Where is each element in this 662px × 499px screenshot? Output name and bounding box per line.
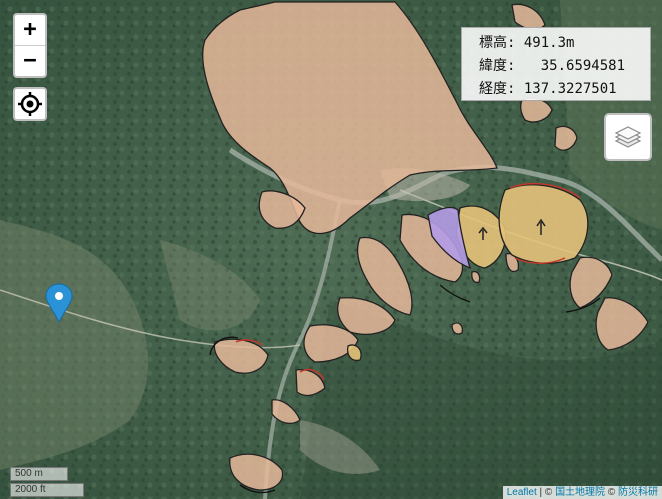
layers-icon	[614, 126, 642, 148]
landslide-purple[interactable]	[427, 206, 471, 270]
landslide-polygon[interactable]	[337, 297, 396, 335]
scale-imperial: 2000 ft	[10, 483, 84, 497]
landslide-polygon[interactable]	[295, 369, 326, 397]
landslide-polygon[interactable]	[451, 322, 464, 335]
zoom-control: + −	[13, 13, 47, 78]
longitude-row: 経度: 137.3227501	[479, 78, 617, 98]
longitude-value: 137.3227501	[523, 81, 617, 97]
landslide-polygon[interactable]	[511, 3, 546, 30]
elevation-value: 491.3m	[523, 35, 575, 51]
landslide-polygon[interactable]	[554, 125, 578, 151]
scale-metric: 500 m	[10, 467, 68, 481]
settlement	[300, 420, 380, 474]
landslide-polygon[interactable]	[271, 399, 301, 425]
farmland-area	[0, 220, 149, 470]
longitude-label: 経度:	[479, 81, 516, 97]
latitude-row: 緯度: 35.6594581	[479, 55, 625, 75]
landslide-polygon[interactable]	[202, 1, 498, 235]
landslide-polygon[interactable]	[595, 297, 649, 351]
landslide-polygon[interactable]	[471, 270, 481, 284]
zoom-in-button[interactable]: +	[15, 15, 45, 46]
latitude-label: 緯度:	[479, 58, 516, 74]
crosshair-icon	[18, 92, 42, 116]
zoom-out-button[interactable]: −	[23, 48, 37, 73]
attribution-separator: ©	[605, 487, 618, 498]
layers-button[interactable]	[604, 113, 652, 161]
map-marker-icon[interactable]	[45, 283, 73, 324]
landslide-polygon[interactable]	[303, 324, 359, 363]
locate-button[interactable]	[13, 87, 47, 121]
bosai-link[interactable]: 防災科研	[618, 487, 658, 498]
scarp-marks	[235, 182, 581, 381]
landslide-polygon[interactable]	[229, 453, 284, 491]
leaflet-link[interactable]: Leaflet	[506, 487, 537, 498]
latitude-value: 35.6594581	[540, 58, 626, 74]
landslide-polygon[interactable]	[569, 256, 613, 309]
landslide-polygon[interactable]	[346, 344, 362, 362]
landslide-layer	[202, 1, 649, 491]
landslide-polygon[interactable]	[258, 190, 306, 229]
movement-arrow-icon	[478, 218, 546, 240]
landslide-polygon[interactable]	[357, 236, 413, 316]
attribution-separator: | ©	[536, 487, 556, 498]
elevation-row: 標高: 491.3m	[479, 32, 574, 52]
scarp-outline	[209, 284, 601, 494]
ridge-shadow	[300, 300, 662, 499]
elevation-label: 標高:	[479, 35, 516, 51]
river	[263, 199, 342, 499]
attribution-bar: Leaflet | © 国土地理院 © 防災科研	[502, 486, 662, 499]
gsi-link[interactable]: 国土地理院	[555, 487, 606, 498]
farmland-area	[160, 240, 260, 331]
coordinate-info-panel: 標高: 491.3m 緯度: 35.6594581 経度: 137.322750…	[461, 27, 651, 101]
